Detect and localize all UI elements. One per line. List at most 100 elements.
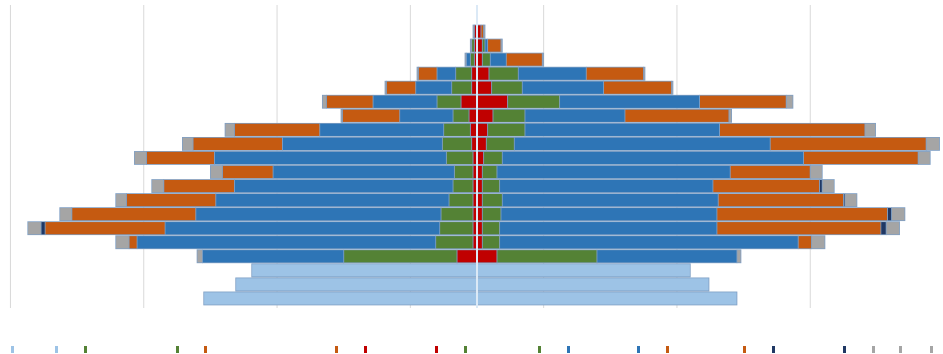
bar-segment-gray (196, 249, 203, 264)
bar-segment-light-blue (476, 263, 691, 278)
bar-segment-orange (126, 193, 217, 208)
bar-segment-orange (192, 136, 283, 151)
bar-segment-orange (716, 221, 882, 236)
bar-segment-orange (729, 165, 811, 179)
bar-segment-gray (321, 94, 327, 109)
bar-segment-orange (585, 66, 645, 81)
bar-segment-orange (233, 122, 321, 137)
bar-segment-dark-blue (415, 80, 453, 95)
bar-segment-green (443, 122, 471, 137)
bar-segment-green (481, 165, 498, 179)
bar-segment-green (492, 108, 526, 123)
bar-segment-green (481, 207, 502, 222)
legend-marker-green (538, 346, 541, 353)
bar-segment-green (455, 66, 473, 81)
bar-segment-gray (134, 151, 147, 165)
legend-marker-orange (204, 346, 207, 353)
bar-segment-gray (811, 235, 826, 250)
bar-segment-orange (803, 151, 919, 165)
bar-segment-orange (128, 235, 138, 250)
legend-marker-light-blue (55, 346, 58, 353)
bar-segment-gray (925, 136, 940, 151)
legend-marker-light-blue (11, 346, 14, 353)
bar-segment-red (476, 94, 509, 109)
bar-segment-gray (59, 207, 73, 222)
bar-segment-dark-blue (517, 66, 587, 81)
legend-marker-green (176, 346, 179, 353)
bar-segment-gray (464, 52, 467, 67)
bar-segment-light-blue (235, 277, 478, 292)
bar-segment-green (496, 249, 598, 264)
bar-segment-dark-blue (164, 221, 441, 236)
bar-segment-gray (416, 66, 419, 81)
bar-segment-gray (27, 221, 42, 236)
bar-segment-dark-blue (499, 179, 714, 193)
bar-segment-orange (146, 151, 215, 165)
bar-segment-green (436, 94, 462, 109)
bar-segment-green (491, 80, 523, 95)
bar-segment-green (451, 80, 473, 95)
bar-segment-gray (643, 66, 646, 81)
bar-segment-red (476, 108, 494, 123)
bar-segment-light-blue (251, 263, 478, 278)
bar-segment-gray (785, 94, 794, 109)
bar-segment-gray (483, 24, 486, 39)
bar-segment-orange (505, 52, 543, 67)
bar-segment-green (488, 66, 519, 81)
bar-segment-green (452, 108, 470, 123)
bar-segment-orange (44, 221, 166, 236)
bar-segment-orange (769, 136, 927, 151)
legend-marker-gray (899, 346, 902, 353)
bar-segment-green (441, 136, 473, 151)
bar-segment-orange (719, 122, 866, 137)
bar-segment-red (460, 94, 478, 109)
bar-segment-orange (487, 38, 502, 53)
bar-segment-green (483, 151, 503, 165)
bar-segment-green (481, 193, 503, 208)
bar-segment-green (435, 235, 474, 250)
bar-segment-light-blue (203, 291, 478, 306)
bar-segment-dark-blue (202, 249, 345, 264)
bar-segment-dark-blue (499, 235, 799, 250)
bar-segment-green (445, 151, 474, 165)
bar-segment-gray (885, 221, 900, 236)
bar-segment-green (507, 94, 561, 109)
bar-segment-orange (603, 80, 673, 95)
bar-segment-gray (500, 38, 503, 53)
bar-segment-red (476, 66, 490, 81)
bar-segment-dark-blue (500, 207, 718, 222)
bar-segment-red (476, 122, 489, 137)
bar-segment-orange (163, 179, 235, 193)
bar-segment-gray (151, 179, 165, 193)
bar-segment-dark-blue (213, 151, 447, 165)
bar-segment-orange (717, 193, 844, 208)
bar-segment-dark-blue (559, 94, 701, 109)
bar-segment-orange (325, 94, 374, 109)
bars (27, 24, 940, 306)
bar-segment-gray (844, 193, 858, 208)
bar-segment-dark-blue (499, 221, 718, 236)
bar-segment-orange (341, 108, 401, 123)
bar-segment-green (481, 221, 501, 236)
bar-segment-orange (71, 207, 197, 222)
bar-segment-dark-blue (195, 207, 442, 222)
legend-marker-red (364, 346, 367, 353)
bar-segment-dark-blue (521, 80, 605, 95)
bar-segment-navy (880, 221, 887, 236)
bar-segment-gray (384, 80, 387, 95)
legend-marker-navy (843, 346, 846, 353)
bar-segment-orange (712, 179, 820, 193)
bar-segment-green (487, 122, 526, 137)
bar-segment-gray (728, 108, 733, 123)
bar-segment-dark-blue (233, 179, 454, 193)
bar-segment-navy (40, 221, 46, 236)
bar-segment-dark-blue (399, 108, 454, 123)
bar-segment-dark-blue (465, 52, 471, 67)
legend-marker-dark-blue (567, 346, 570, 353)
bar-segment-green (469, 52, 475, 67)
bar-segment-dark-blue (136, 235, 437, 250)
bar-segment-dark-blue (513, 136, 771, 151)
bar-segment-green (448, 193, 474, 208)
